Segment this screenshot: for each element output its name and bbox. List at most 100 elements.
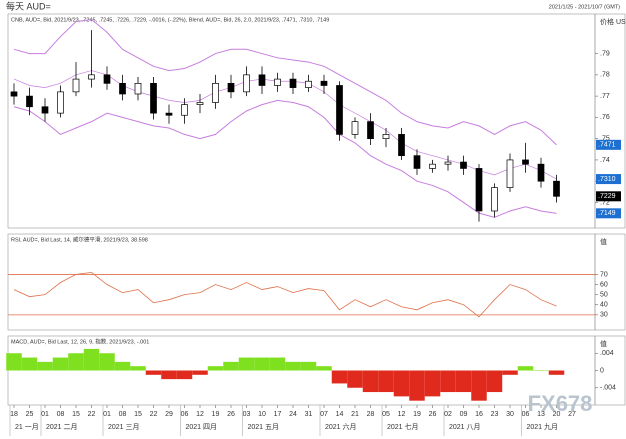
y-tick-label: 30 [600, 312, 608, 319]
rsi-line [13, 271, 557, 318]
candle-body [88, 74, 95, 80]
axis-frame [594, 233, 626, 331]
macd-bar [548, 370, 565, 375]
candle-body [367, 121, 374, 140]
candle-body [553, 180, 560, 197]
month-label: 2021 二月 [46, 423, 78, 431]
macd-bar [21, 357, 38, 371]
x-tick-label: 08 [119, 411, 127, 418]
x-tick-label: 19 [413, 411, 421, 418]
x-tick-label: 29 [165, 411, 173, 418]
x-tick-label: 06 [181, 411, 189, 418]
candle-body [506, 159, 514, 188]
x-tick-label: 15 [134, 411, 142, 418]
candle-body [336, 85, 343, 135]
price-label-box [596, 139, 621, 150]
x-tick-label: 20 [553, 411, 561, 418]
month-label: 2021 三月 [108, 423, 140, 431]
candle-body [382, 134, 390, 140]
macd-bar [238, 357, 255, 371]
macd-bar [378, 370, 394, 393]
macd-bar [254, 357, 270, 371]
x-tick-label: 12 [398, 411, 406, 418]
macd-bar [362, 370, 379, 393]
x-tick-label: 25 [26, 411, 34, 418]
x-tick-label: 21 [351, 411, 359, 418]
macd-bar [192, 370, 208, 375]
candle-body [429, 163, 436, 169]
y-tick-label: 50 [600, 291, 608, 298]
x-tick-label: 16 [475, 411, 483, 418]
candle-body [274, 78, 281, 86]
candle-body [134, 82, 142, 95]
candle-body [196, 102, 204, 105]
x-tick-label: 03 [243, 411, 251, 418]
x-tick-label: 08 [57, 411, 65, 418]
macd-bar [207, 366, 224, 371]
price-label: .7229 [598, 193, 616, 200]
chart-title: 每天 AUD= [6, 0, 51, 11]
macd-bar [502, 370, 518, 375]
x-tick-label: 01 [41, 411, 49, 418]
x-tick-label: 24 [289, 411, 297, 418]
month-label: 2021 五月 [248, 423, 280, 431]
x-tick-label: 27 [568, 411, 576, 418]
panel-info: RSI, AUD=, Bid Last, 14, 威尔德平滑, 2021/9/2… [11, 235, 148, 243]
x-tick-label: 22 [150, 411, 158, 418]
candle-body [212, 82, 219, 103]
candle-body [351, 121, 359, 135]
bollinger-band [13, 19, 557, 146]
candle-body [522, 159, 529, 165]
month-label: 21 一月 [15, 423, 39, 431]
candle-body [537, 163, 545, 182]
macd-bar [486, 370, 503, 393]
price-label: .7149 [598, 210, 616, 217]
price-label: .7310 [598, 176, 616, 183]
candle-body [320, 80, 328, 86]
macd-bar [393, 370, 410, 397]
x-tick-label: 14 [336, 411, 344, 418]
month-label: 2021 七月 [387, 422, 419, 431]
y-tick-label: 0 [600, 367, 604, 374]
axis-title: 值 [600, 237, 607, 246]
y-tick-label: 40 [600, 302, 608, 309]
x-tick-label: 05 [382, 411, 390, 418]
y-tick-label: 70 [600, 271, 608, 278]
candle-body [26, 95, 33, 108]
candle-body [181, 104, 188, 116]
price-label: .7471 [598, 142, 616, 149]
macd-bar [114, 361, 131, 371]
candle-body [165, 112, 173, 116]
macd-bar [130, 366, 146, 371]
x-tick-label: 26 [429, 411, 437, 418]
x-tick-label: 22 [88, 411, 96, 418]
price-label-box [596, 208, 621, 219]
macd-bar [161, 370, 177, 380]
macd-bar [316, 366, 332, 371]
candle-body [243, 74, 250, 93]
y-tick-label: .72 [600, 199, 610, 206]
bollinger-band [13, 99, 557, 218]
date-range: 2021/1/25 - 2021/10/7 (GMT) [549, 4, 620, 10]
candle-body [475, 168, 483, 212]
x-tick-label: 02 [444, 411, 452, 418]
candle-body [150, 82, 157, 114]
x-tick-label: 01 [103, 411, 111, 418]
macd-bar [409, 370, 425, 401]
candle-body [119, 82, 126, 95]
macd-bar [99, 353, 115, 371]
panel-info: CNB, AUD=, Bid, 2021/9/23, .7245, .7245,… [11, 17, 329, 23]
macd-bar [223, 361, 239, 371]
month-label: 2021 四月 [186, 423, 218, 431]
y-tick-label: -.004 [600, 385, 616, 392]
x-tick-label: 28 [367, 411, 375, 418]
x-tick-label: 17 [274, 411, 282, 418]
x-tick-label: 15 [72, 411, 80, 418]
candle-body [460, 161, 467, 169]
candle-body [72, 78, 80, 93]
candle-body [227, 82, 235, 93]
macd-bar [533, 370, 549, 371]
x-tick-label: 07 [320, 411, 328, 418]
x-tick-label: 12 [196, 411, 204, 418]
